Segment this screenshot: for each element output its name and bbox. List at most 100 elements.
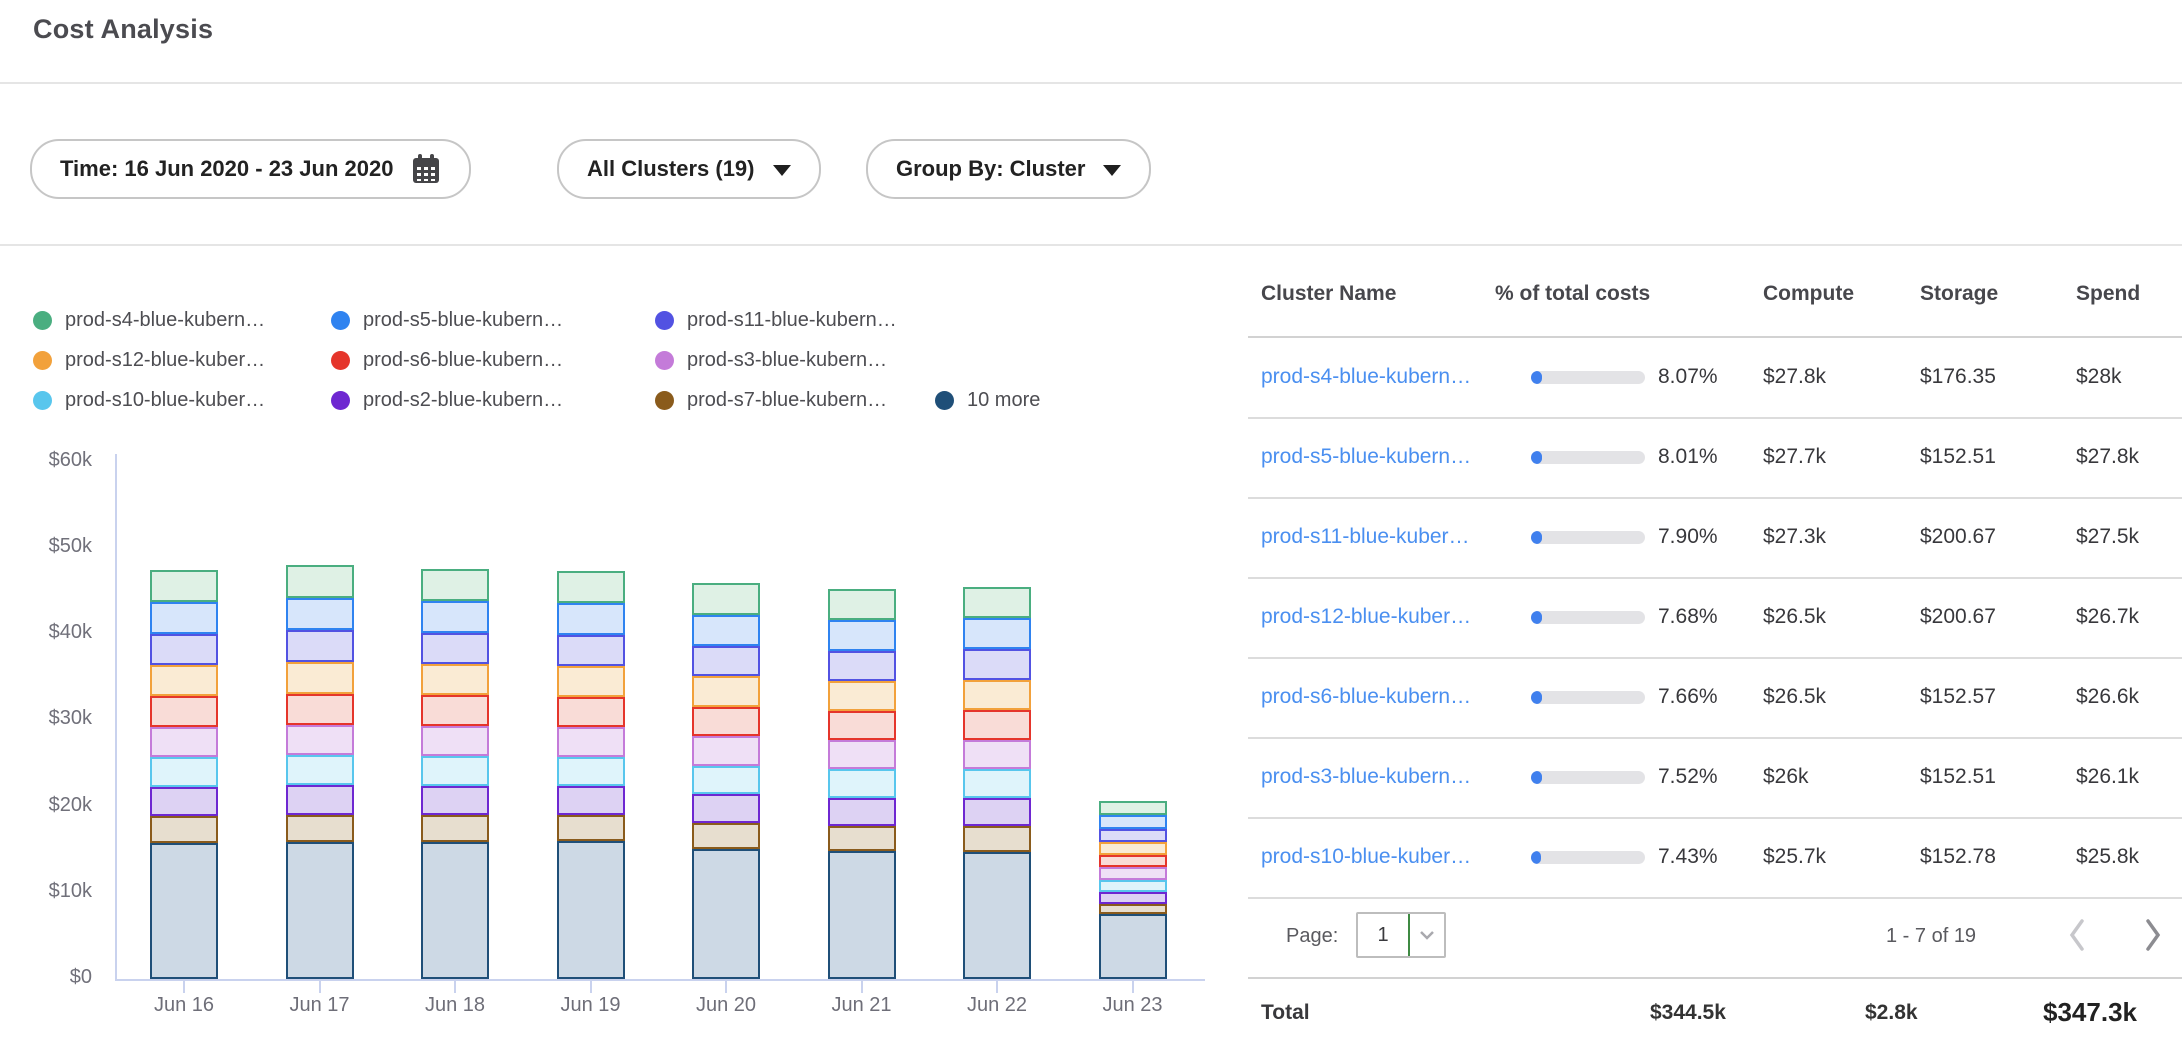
bar-segment[interactable]	[556, 603, 625, 636]
bar-segment[interactable]	[150, 696, 218, 727]
bar-segment[interactable]	[1098, 903, 1167, 915]
bar-segment[interactable]	[963, 769, 1031, 798]
stacked-bar-jun-22[interactable]	[963, 586, 1031, 979]
bar-segment[interactable]	[963, 586, 1031, 619]
bar-segment[interactable]	[285, 785, 354, 816]
bar-segment[interactable]	[1098, 841, 1167, 855]
bar-segment[interactable]	[963, 618, 1031, 650]
bar-segment[interactable]	[285, 842, 354, 979]
legend-item[interactable]: prod-s7-blue-kubern…	[655, 389, 935, 412]
bar-segment[interactable]	[963, 826, 1031, 853]
bar-segment[interactable]	[150, 726, 218, 757]
bar-segment[interactable]	[692, 645, 760, 677]
bar-segment[interactable]	[1098, 800, 1167, 815]
bar-segment[interactable]	[827, 589, 896, 621]
bar-segment[interactable]	[285, 815, 354, 843]
stacked-bar-jun-23[interactable]	[1098, 800, 1167, 979]
stacked-bar-jun-17[interactable]	[285, 565, 354, 979]
legend-item[interactable]: prod-s12-blue-kuber…	[33, 349, 331, 372]
legend-item[interactable]: prod-s10-blue-kuber…	[33, 389, 331, 412]
bar-segment[interactable]	[556, 727, 625, 757]
previous-page-icon[interactable]	[2066, 917, 2088, 958]
bar-segment[interactable]	[692, 736, 760, 766]
bar-segment[interactable]	[963, 710, 1031, 740]
bar-segment[interactable]	[421, 695, 489, 726]
bar-segment[interactable]	[827, 710, 896, 741]
bar-segment[interactable]	[827, 681, 896, 711]
bar-segment[interactable]	[421, 785, 489, 816]
bar-segment[interactable]	[150, 786, 218, 817]
bar-segment[interactable]	[556, 696, 625, 728]
stacked-bar-jun-16[interactable]	[150, 570, 218, 979]
cluster-name-link[interactable]: prod-s6-blue-kubern…	[1261, 685, 1472, 708]
bar-segment[interactable]	[150, 816, 218, 843]
time-range-filter[interactable]: Time: 16 Jun 2020 - 23 Jun 2020	[30, 139, 472, 199]
bar-segment[interactable]	[285, 630, 354, 663]
bar-segment[interactable]	[827, 769, 896, 798]
bar-segment[interactable]	[692, 583, 760, 615]
bar-segment[interactable]	[1098, 828, 1167, 842]
bar-segment[interactable]	[421, 841, 489, 979]
legend-item[interactable]: prod-s3-blue-kubern…	[655, 349, 935, 372]
bar-segment[interactable]	[963, 797, 1031, 827]
bar-segment[interactable]	[692, 676, 760, 707]
bar-segment[interactable]	[963, 739, 1031, 770]
bar-segment[interactable]	[963, 649, 1031, 680]
bar-segment[interactable]	[421, 601, 489, 633]
bar-segment[interactable]	[421, 568, 489, 601]
bar-segment[interactable]	[150, 665, 218, 697]
bar-segment[interactable]	[692, 848, 760, 979]
bar-segment[interactable]	[285, 565, 354, 598]
bar-segment[interactable]	[556, 815, 625, 842]
next-page-icon[interactable]	[2142, 917, 2164, 958]
clusters-filter-dropdown[interactable]: All Clusters (19)	[557, 139, 821, 199]
bar-segment[interactable]	[150, 757, 218, 787]
bar-segment[interactable]	[421, 725, 489, 757]
bar-segment[interactable]	[285, 724, 354, 756]
bar-segment[interactable]	[692, 706, 760, 737]
bar-segment[interactable]	[150, 634, 218, 666]
stacked-bar-jun-20[interactable]	[692, 583, 760, 979]
bar-segment[interactable]	[827, 620, 896, 651]
bar-segment[interactable]	[150, 602, 218, 635]
bar-segment[interactable]	[827, 740, 896, 770]
bar-segment[interactable]	[285, 597, 354, 631]
bar-segment[interactable]	[556, 666, 625, 697]
bar-segment[interactable]	[1098, 814, 1167, 829]
bar-segment[interactable]	[827, 651, 896, 682]
bar-segment[interactable]	[150, 570, 218, 603]
bar-segment[interactable]	[421, 664, 489, 696]
legend-item[interactable]: prod-s6-blue-kubern…	[331, 349, 655, 372]
bar-segment[interactable]	[827, 825, 896, 851]
cluster-name-link[interactable]: prod-s4-blue-kubern…	[1261, 365, 1472, 388]
cluster-name-link[interactable]: prod-s12-blue-kuber…	[1261, 605, 1472, 628]
legend-item[interactable]: prod-s2-blue-kubern…	[331, 389, 655, 412]
bar-segment[interactable]	[421, 815, 489, 842]
bar-segment[interactable]	[1098, 879, 1167, 892]
stacked-bar-jun-21[interactable]	[827, 589, 896, 979]
bar-segment[interactable]	[827, 797, 896, 826]
stacked-bar-jun-18[interactable]	[421, 568, 489, 979]
bar-segment[interactable]	[150, 842, 218, 979]
legend-item[interactable]: 10 more	[935, 389, 1105, 412]
bar-segment[interactable]	[556, 786, 625, 816]
bar-segment[interactable]	[1098, 867, 1167, 880]
cluster-name-link[interactable]: prod-s5-blue-kubern…	[1261, 445, 1472, 468]
group-by-dropdown[interactable]: Group By: Cluster	[866, 139, 1152, 199]
bar-segment[interactable]	[692, 794, 760, 823]
bar-segment[interactable]	[421, 632, 489, 665]
cluster-name-link[interactable]: prod-s10-blue-kuber…	[1261, 845, 1472, 868]
page-select[interactable]: 1	[1356, 912, 1446, 958]
bar-segment[interactable]	[963, 852, 1031, 979]
bar-segment[interactable]	[556, 757, 625, 787]
stacked-bar-jun-19[interactable]	[556, 571, 625, 979]
legend-item[interactable]: prod-s11-blue-kubern…	[655, 309, 935, 332]
cluster-name-link[interactable]: prod-s3-blue-kubern…	[1261, 765, 1472, 788]
bar-segment[interactable]	[556, 841, 625, 979]
bar-segment[interactable]	[285, 662, 354, 694]
bar-segment[interactable]	[692, 614, 760, 646]
legend-item[interactable]: prod-s5-blue-kubern…	[331, 309, 655, 332]
bar-segment[interactable]	[556, 571, 625, 604]
legend-item[interactable]: prod-s4-blue-kubern…	[33, 309, 331, 332]
bar-segment[interactable]	[1098, 854, 1167, 868]
